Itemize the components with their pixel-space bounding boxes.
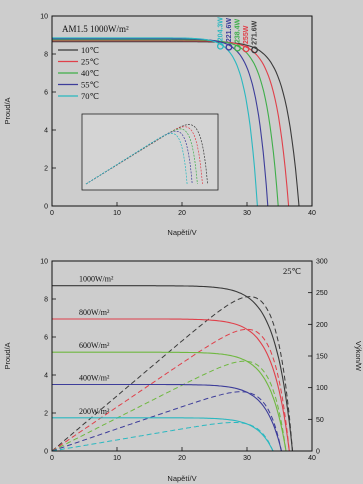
chart2-y2-tick-label: 0 (316, 449, 320, 456)
chart2-pv-line (52, 328, 290, 451)
chart2-series-label: 800W/m² (79, 308, 110, 317)
chart2-iv-line (52, 417, 274, 451)
chart2-x-tick-label: 30 (243, 455, 251, 462)
chart1-pmax-marker (234, 44, 241, 52)
chart2-series-label: 1000W/m² (79, 275, 114, 284)
chart1-pmax-label: 255W (243, 25, 250, 44)
chart1-x-tick-label: 30 (243, 210, 251, 217)
chart1-pmax-marker (242, 45, 250, 53)
chart2-y-tick-label: 10 (40, 259, 48, 266)
chart1-y-tick-label: 8 (44, 52, 48, 59)
chart2-y-axis-label: Proud/A (3, 342, 12, 369)
chart1-legend-label: 25℃ (81, 57, 100, 67)
chart2-y2-tick-label: 250 (316, 290, 328, 297)
chart2-y-tick-label: 8 (44, 297, 48, 304)
chart1-y-axis-label: Proud/A (3, 97, 12, 124)
chart2-series-label: 400W/m² (79, 374, 110, 383)
inset-series-line (85, 133, 188, 185)
chart2-iv-line (52, 383, 282, 451)
chart1-y-tick-label: 4 (44, 128, 48, 135)
chart1-legend-label: 70℃ (81, 91, 100, 101)
chart2-x-axis-label: Napětí/V (167, 474, 196, 483)
chart1-y-tick-label: 0 (44, 204, 48, 211)
chart1-x-tick-label: 40 (308, 210, 316, 217)
chart2-y2-tick-label: 100 (316, 385, 328, 392)
chart2-pv-line (52, 391, 282, 451)
chart2-y-tick-label: 6 (44, 335, 48, 342)
chart1-x-axis-label: Napětí/V (167, 228, 196, 237)
chart1-x-tick-label: 20 (178, 210, 186, 217)
chart2-y2-axis-label: Výkon/W (354, 341, 363, 372)
chart1-x-tick-label: 0 (50, 210, 54, 217)
chart2-series-label: 600W/m² (79, 341, 110, 350)
chart2-y2-tick-label: 150 (316, 354, 328, 361)
chart1-pmax-marker (225, 43, 233, 51)
chart1-y-tick-label: 10 (40, 14, 48, 21)
chart2-x-tick-label: 0 (50, 455, 54, 462)
chart2-x-tick-label: 20 (178, 455, 186, 462)
chart2-pv-line (52, 422, 274, 451)
chart2-series-label: 200W/m² (79, 407, 110, 416)
chart2-pv-line (52, 360, 287, 451)
chart2-y-tick-label: 2 (44, 411, 48, 418)
chart2-iv-line (52, 318, 290, 451)
chart1: 0 10 20 30 40 0 2 4 6 8 10 AM1.5 1000W/m² 10℃ 25℃40… (3, 14, 316, 238)
chart2-y2-tick-label: 300 (316, 259, 328, 266)
chart2-x-tick-label: 40 (308, 455, 316, 462)
chart1-pmax-label: 271.6W (252, 20, 259, 45)
chart1-pmax-marker (216, 42, 224, 50)
chart1-x-tick-label: 10 (113, 210, 121, 217)
chart1-y-tick-label: 6 (44, 90, 48, 97)
chart2-annotation: 25℃ (283, 266, 302, 276)
chart2-y2-tick-label: 200 (316, 322, 328, 329)
chart2-y-tick-label: 4 (44, 373, 48, 380)
chart1-inset (81, 113, 219, 191)
chart1-pmax-label: 221.6W (226, 18, 233, 43)
chart2-iv-line (52, 351, 287, 451)
chart2-iv-line (52, 285, 294, 451)
chart2-pv-line (52, 296, 293, 451)
chart2-y-tick-label: 0 (44, 449, 48, 456)
inset-frame (81, 113, 219, 191)
chart1-pmax-label: 204.3W (217, 17, 224, 42)
chart1-pmax-marker (251, 46, 258, 54)
chart2-y2-tick-label: 50 (316, 417, 324, 424)
chart1-legend-label: 40℃ (81, 68, 100, 78)
chart1-y-tick-label: 2 (44, 166, 48, 173)
chart1-annotation: AM1.5 1000W/m² (62, 24, 129, 34)
chart1-pmax-label: 238.4W (234, 19, 241, 44)
chart2-x-tick-label: 10 (113, 455, 121, 462)
chart1-legend-label: 10℃ (81, 45, 100, 55)
chart1-legend-label: 55℃ (81, 80, 100, 90)
